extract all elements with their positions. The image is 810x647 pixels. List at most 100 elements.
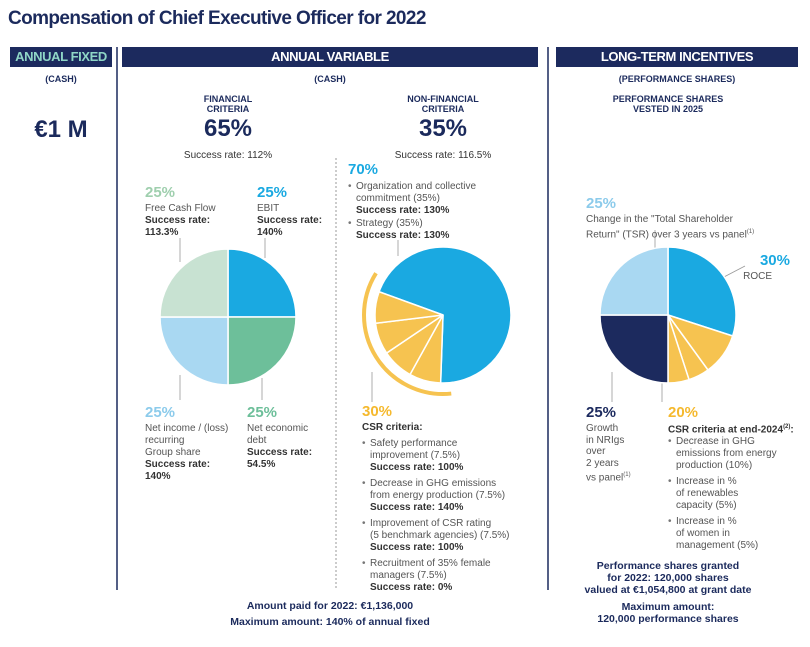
- slice-label: 70%: [348, 161, 379, 178]
- slice-label: 30%: [362, 403, 393, 420]
- criterion-success-rate: Success rate: 100%: [370, 542, 464, 553]
- criteria-heading: CRITERIA: [206, 104, 250, 114]
- criterion: Decrease in GHG emissions: [362, 478, 496, 490]
- slice-description: 2 years: [586, 457, 619, 469]
- criteria-heading: VESTED IN 2025: [632, 104, 704, 114]
- slice-success-rate: 113.3%: [145, 227, 179, 238]
- header-bar: [556, 47, 798, 67]
- slice-success-rate: 54.5%: [247, 459, 276, 470]
- slice-description: debt: [247, 435, 267, 446]
- slice-label: 30%: [759, 252, 790, 269]
- footnote-ref: (1): [746, 229, 755, 235]
- criterion: commitment (35%): [356, 193, 440, 204]
- criterion: Organization and collective: [348, 181, 476, 193]
- criterion: (5 benchmark agencies) (7.5%): [370, 530, 510, 541]
- slice-label: 25%: [257, 184, 288, 201]
- slice-description: ROCE: [743, 271, 772, 282]
- criterion: Improvement of CSR rating: [362, 518, 491, 530]
- pie-slice: [159, 316, 229, 386]
- criterion: Increase in %: [668, 476, 737, 488]
- slice-description: vs panel(1): [586, 472, 631, 484]
- section-subheader: (CASH): [45, 74, 77, 84]
- slice-success-rate: 140%: [257, 227, 283, 238]
- slice-success-rate: Success rate:: [145, 215, 211, 226]
- pie-slice: [227, 248, 297, 318]
- slice-description: over: [586, 446, 606, 457]
- slice-description: Growth: [586, 423, 619, 434]
- pie-slice: [227, 316, 297, 386]
- leader-lines: [179, 230, 746, 402]
- criterion: improvement (7.5%): [370, 450, 461, 461]
- footer-line: for 2022: 120,000 shares: [607, 572, 729, 584]
- footnote-ref: (1): [623, 472, 631, 478]
- slice-label: 20%: [668, 404, 699, 421]
- criterion: of renewables: [676, 488, 739, 499]
- footer-line: valued at €1,054,800 at grant date: [584, 584, 752, 596]
- criterion: emissions from energy: [676, 448, 777, 459]
- footer-line: 120,000 performance shares: [597, 613, 739, 625]
- slice-success-rate: Success rate:: [145, 459, 211, 470]
- footer-line: Amount paid for 2022: €1,136,000: [246, 600, 414, 612]
- criterion: Strategy (35%): [348, 218, 423, 230]
- slice-success-rate: 140%: [145, 471, 171, 482]
- footer-line: Maximum amount:: [621, 601, 715, 613]
- criterion: Decrease in GHG: [668, 436, 755, 448]
- criteria-share: 65%: [203, 115, 253, 142]
- header-bar: [10, 47, 112, 67]
- slice-description: Return" (TSR) over 3 years vs panel(1): [586, 229, 755, 241]
- criterion-success-rate: Success rate: 130%: [356, 230, 450, 241]
- criterion: Increase in %: [668, 516, 737, 528]
- page-title: Compensation of Chief Executive Officer …: [8, 8, 426, 29]
- criteria-heading: FINANCIAL: [203, 94, 253, 104]
- criterion: from energy production (7.5%): [370, 490, 506, 501]
- pie-slice: [378, 246, 512, 384]
- csr-heading-suffix: :: [790, 424, 794, 436]
- csr-heading: CSR criteria at end-2024(2):: [668, 424, 794, 436]
- slice-label: 25%: [586, 404, 617, 421]
- header-bar: [122, 47, 538, 67]
- slice-label: 25%: [247, 404, 278, 421]
- slice-success-rate: Success rate:: [247, 447, 313, 458]
- criterion: capacity (5%): [676, 500, 737, 511]
- footnote-ref: (2): [783, 424, 791, 430]
- section-header: LONG-TERM INCENTIVES: [600, 49, 754, 64]
- success-rate: Success rate: 116.5%: [394, 150, 492, 161]
- section-subheader: (PERFORMANCE SHARES): [618, 74, 736, 84]
- slice-description: Change in the "Total Shareholder: [586, 214, 733, 225]
- criterion: Recruitment of 35% female: [362, 558, 491, 570]
- slice-label: 25%: [586, 195, 617, 212]
- fixed-amount: €1 M: [34, 116, 88, 143]
- pie-slice: [667, 246, 737, 337]
- slice-description: EBIT: [257, 203, 280, 214]
- pie-slice: [374, 290, 444, 325]
- criteria-share: 35%: [418, 115, 468, 142]
- criterion: management (5%): [676, 540, 759, 551]
- slice-success-rate: Success rate:: [257, 215, 323, 226]
- footer-line: Maximum amount: 140% of annual fixed: [230, 616, 430, 628]
- criteria-heading: NON-FINANCIAL: [407, 94, 479, 104]
- slice-description: Free Cash Flow: [145, 203, 216, 214]
- slice-label: 25%: [145, 404, 176, 421]
- slice-description: recurring: [145, 435, 185, 446]
- highlight-arc: [362, 272, 452, 396]
- slice-description: Group share: [145, 447, 201, 458]
- pie-slice: [599, 246, 669, 316]
- criterion: managers (7.5%): [370, 570, 447, 581]
- section-header: ANNUAL VARIABLE: [271, 49, 389, 64]
- criterion-success-rate: Success rate: 100%: [370, 462, 464, 473]
- section-subheader: (CASH): [314, 74, 346, 84]
- pie-slice: [159, 248, 229, 318]
- section-header: ANNUAL FIXED: [15, 49, 107, 64]
- slice-description: in NRIgs: [586, 434, 625, 446]
- success-rate: Success rate: 112%: [183, 150, 273, 161]
- criterion-success-rate: Success rate: 140%: [370, 502, 464, 513]
- criterion: Safety performance: [362, 438, 457, 450]
- criterion: of women in: [676, 528, 730, 539]
- csr-heading: CSR criteria:: [362, 422, 423, 433]
- criterion: production (10%): [676, 460, 753, 471]
- criterion-success-rate: Success rate: 130%: [356, 205, 450, 216]
- slice-description: Net income / (loss): [145, 423, 229, 434]
- criteria-heading: PERFORMANCE SHARES: [612, 94, 724, 104]
